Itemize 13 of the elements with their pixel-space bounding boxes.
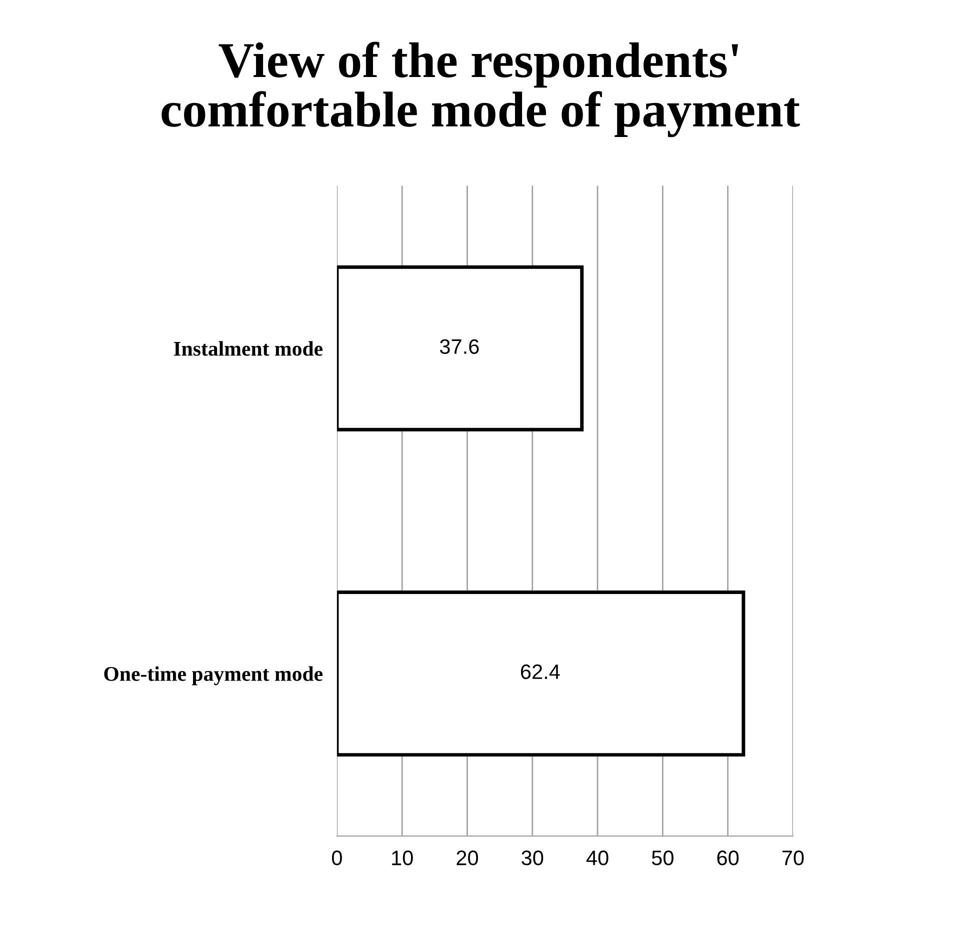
- x-tick-label: 70: [782, 850, 804, 866]
- chart-title: View of the respondents' comfortable mode of payment: [162, 42, 800, 138]
- data-label: 62.4: [520, 664, 560, 680]
- x-tick-label: 0: [332, 850, 342, 866]
- data-label: 37.6: [440, 339, 479, 354]
- y-tick-label: One-time payment mode: [104, 666, 323, 686]
- x-tick-label: 60: [717, 850, 739, 866]
- x-tick-label: 10: [392, 850, 413, 866]
- y-tick-label: Instalment mode: [174, 341, 323, 356]
- x-tick-label: 20: [456, 850, 478, 866]
- x-tick-label: 50: [652, 850, 674, 866]
- x-tick-label: 40: [586, 850, 608, 866]
- x-tick-label: 30: [522, 850, 544, 866]
